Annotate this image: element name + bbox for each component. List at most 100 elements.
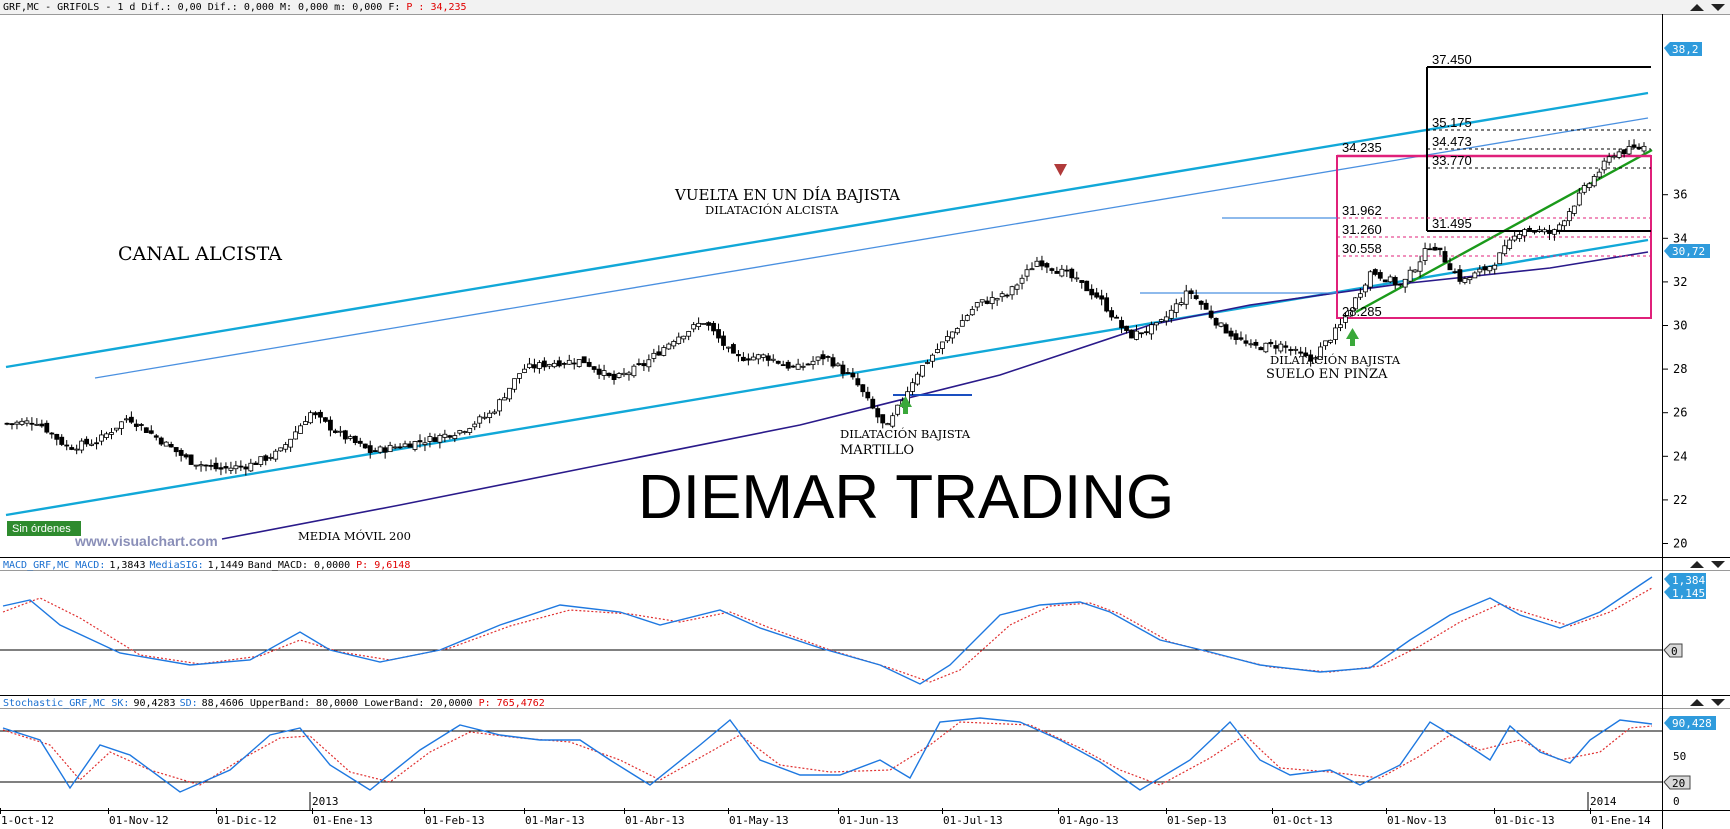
candle-up [810, 360, 816, 365]
candle [1273, 340, 1279, 355]
sin-ordenes-badge[interactable] [7, 521, 81, 536]
candle-down [860, 384, 866, 393]
candle-down [556, 360, 562, 367]
candle-up [1407, 269, 1413, 282]
candle-up [1014, 284, 1020, 290]
candle [268, 453, 274, 461]
candle [1034, 256, 1040, 267]
candle [532, 358, 537, 373]
candle [1372, 268, 1378, 277]
candle-up [487, 412, 493, 418]
candle [303, 415, 308, 425]
candle [178, 448, 184, 462]
date-tick-label: 1-Oct-12 [1, 814, 54, 827]
candle [546, 363, 552, 370]
svg-text:30,72: 30,72 [1672, 245, 1705, 258]
macd-scroll-down-icon[interactable] [1711, 561, 1725, 568]
candle-down [44, 422, 50, 433]
candle [974, 301, 980, 312]
candle [1203, 299, 1209, 310]
main-header: GRF,MC - GRIFOLS - 1 d Dif.: 0,00 Dif.: … [3, 2, 467, 13]
candle-down [54, 433, 60, 440]
candle [1308, 349, 1314, 367]
candle [94, 437, 99, 450]
candle-up [696, 322, 702, 327]
candle [427, 432, 433, 448]
level-28285: 28.285 [1342, 304, 1382, 319]
candle [1437, 247, 1443, 256]
candle [865, 386, 871, 401]
candle [671, 339, 677, 350]
date-tick-label: 01-Dic-13 [1495, 814, 1555, 827]
candle [1119, 316, 1124, 334]
candle [198, 461, 204, 472]
candle [994, 297, 1000, 306]
candle [54, 433, 60, 446]
candle-down [805, 363, 811, 366]
candle-down [1064, 269, 1070, 272]
candle-down [1193, 295, 1199, 299]
macd-scroll-up-icon[interactable] [1690, 561, 1704, 568]
candle-up [193, 464, 199, 467]
candle [631, 364, 637, 378]
candle [1064, 265, 1070, 278]
candle-up [109, 432, 114, 435]
candle [59, 434, 65, 447]
candle-down [1144, 331, 1149, 334]
candle [949, 331, 955, 344]
candle-up [815, 356, 821, 361]
candle [815, 356, 821, 366]
candle [1134, 324, 1139, 341]
candle-down [641, 363, 647, 367]
candle-down [830, 357, 836, 367]
scroll-down-icon[interactable] [1711, 4, 1725, 11]
candle-up [1034, 260, 1040, 267]
candle [4, 422, 10, 426]
candle-up [1552, 229, 1557, 235]
candle-down [218, 467, 224, 470]
candle-down [1273, 345, 1279, 349]
candle [1253, 339, 1259, 349]
candle [1502, 239, 1508, 257]
candle [1457, 265, 1463, 285]
candle [745, 353, 751, 366]
candle-up [795, 363, 801, 370]
candle-down [1129, 329, 1134, 339]
candle-down [1223, 324, 1229, 334]
scroll-up-icon[interactable] [1690, 4, 1704, 11]
candle-up [24, 420, 30, 424]
candle-up [1576, 192, 1582, 206]
dilatacion-bajista-label-2: DILATACIÓN BAJISTA [1270, 353, 1401, 367]
candle [636, 358, 642, 366]
candle-up [497, 399, 502, 412]
candle-up [283, 444, 289, 450]
candle-down [1457, 269, 1463, 282]
stoch-scroll-down-icon[interactable] [1711, 699, 1725, 706]
stoch-scroll-up-icon[interactable] [1690, 699, 1704, 706]
candle [412, 440, 418, 452]
candle-down [1069, 268, 1075, 279]
candle [1621, 149, 1627, 158]
candle [1124, 325, 1129, 334]
stoch-50-tick: 50 [1673, 750, 1686, 763]
candle [79, 438, 85, 454]
candle-down [1004, 294, 1010, 297]
candle [755, 353, 761, 365]
candle [432, 433, 438, 442]
candle [69, 444, 75, 451]
svg-text:38,2: 38,2 [1672, 43, 1699, 56]
candle [716, 323, 721, 343]
candle-down [1288, 349, 1294, 351]
candle [880, 414, 886, 429]
candle-up [935, 349, 940, 353]
candle-up [427, 436, 433, 442]
candle-down [158, 437, 164, 445]
candle [313, 411, 318, 419]
candle-down [1636, 146, 1642, 150]
candle [308, 410, 313, 425]
candle-up [994, 298, 1000, 301]
candle [487, 410, 493, 424]
candle-down [342, 430, 348, 440]
candle [1512, 230, 1518, 243]
candle [736, 350, 741, 362]
